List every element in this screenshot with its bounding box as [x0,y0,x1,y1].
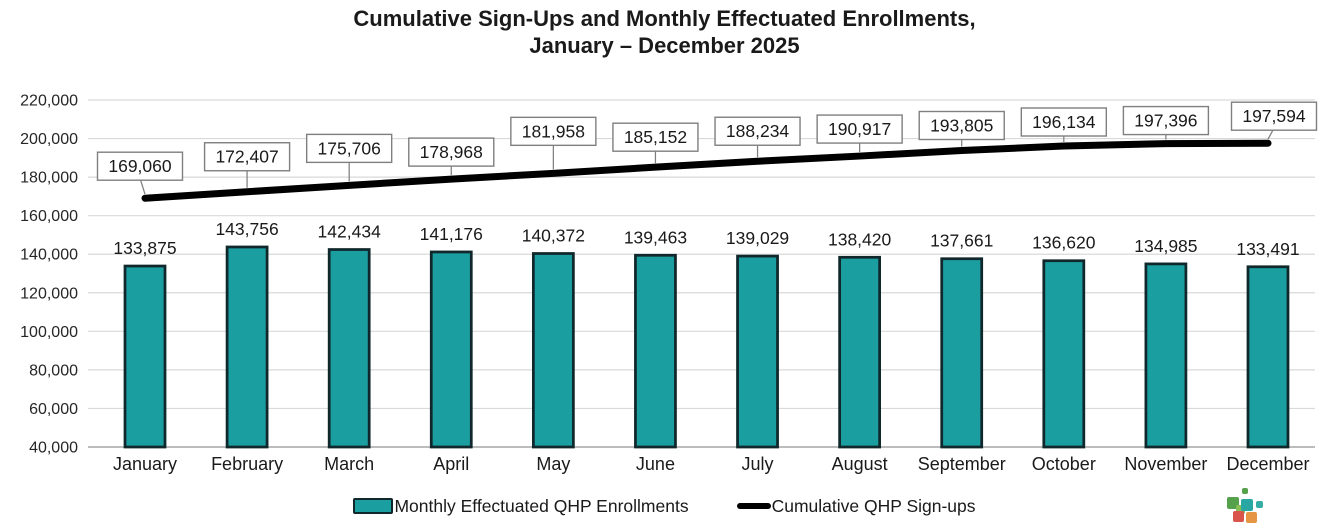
plot-area: 220,000 200,000 180,000 160,000 140,000 120,0… [20,93,1318,474]
line-value-label: 197,396 [1134,111,1197,131]
callout-box [918,110,1005,141]
logo-square [1242,488,1248,494]
x-axis-label: October [1032,454,1096,474]
logo-square [1241,499,1253,511]
chart-title-line1: Cumulative Sign-Ups and Monthly Effectua… [353,6,976,31]
line-value-label: 190,917 [828,119,891,139]
y-axis-tick: 200,000 [20,131,78,148]
line-value-label: 172,407 [215,147,278,167]
y-axis-tick: 60,000 [29,401,78,418]
callout-box [1230,101,1318,131]
y-axis-tick: 120,000 [20,285,78,302]
callout-box [816,114,903,144]
x-axis-label: May [536,454,570,474]
y-axis-tick: 80,000 [29,362,78,379]
y-axis-tick: 180,000 [20,170,78,187]
bar-value-label: 141,176 [420,224,483,244]
callout-box [714,116,801,146]
bar-March [327,248,371,449]
logo-square [1233,511,1244,522]
legend-label-line: Cumulative QHP Sign-ups [771,495,976,516]
x-axis-label: February [211,454,283,474]
x-axis-label: January [113,454,177,474]
bar-February [225,245,269,449]
line-value-label: 193,805 [930,115,993,135]
logo-square [1236,505,1245,514]
callout-box [612,122,699,152]
pixel-squares-logo [1224,485,1270,523]
bar-July [736,254,779,449]
x-axis-label: December [1226,454,1309,474]
bar-September [940,257,984,449]
y-axis-tick: 100,000 [20,324,78,341]
line-value-label: 178,968 [420,142,483,162]
x-axis-label: June [636,454,675,474]
legend-label-bars: Monthly Effectuated QHP Enrollments [394,495,689,516]
logo-square [1256,501,1263,508]
bar-October [1042,259,1086,449]
x-axis-label: July [742,454,774,474]
bar-value-label: 142,434 [318,222,382,242]
callout-box [305,133,393,164]
chart-title: Cumulative Sign-Ups and Monthly Effectua… [0,5,1329,59]
logo-square [1246,512,1257,523]
bar-value-label: 137,661 [930,231,993,251]
y-axis-tick: 160,000 [20,208,78,225]
x-axis-label: September [918,454,1006,474]
line-value-label: 181,958 [522,121,585,141]
bar-April [429,250,473,449]
callout-box [510,116,597,147]
legend: Monthly Effectuated QHP Enrollments Cumu… [0,491,1329,521]
bar-August [838,255,882,449]
bar-value-label: 133,491 [1236,239,1299,259]
x-axis-label: November [1124,454,1207,474]
bar-June [634,253,677,449]
bar-January [123,264,167,449]
cumulative-line [141,139,1272,202]
bar-series-swatch-icon [353,498,394,514]
line-value-label: 185,152 [624,127,687,147]
callout-box [1122,105,1210,136]
line-value-label: 196,134 [1032,112,1096,132]
bar-value-label: 139,463 [624,227,687,247]
legend-item-line: Cumulative QHP Sign-ups [736,495,976,517]
callout-box [96,151,184,181]
chart-title-line2: January – December 2025 [529,33,800,58]
x-axis-label: August [832,454,888,474]
x-axis-label: March [324,454,374,474]
line-value-label: 188,234 [726,121,790,141]
y-axis-tick: 40,000 [29,440,78,457]
legend-item-bars: Monthly Effectuated QHP Enrollments [353,495,689,517]
line-series-swatch-icon [736,503,771,509]
bar-value-label: 140,372 [522,226,585,246]
y-axis-tick: 220,000 [20,93,78,110]
bar-value-label: 133,875 [113,238,176,258]
line-value-label: 169,060 [108,156,172,176]
line-value-label: 197,594 [1242,106,1306,126]
bar-value-label: 143,756 [215,219,278,239]
bar-value-label: 138,420 [828,229,892,249]
bar-value-label: 139,029 [726,228,789,248]
line-value-label: 175,706 [318,138,381,158]
bar-May [531,252,575,449]
callout-box [408,137,495,167]
x-axis-label: April [433,454,469,474]
callout-box [203,142,291,172]
callout-box [1020,107,1108,137]
bar-value-label: 134,985 [1134,236,1197,256]
bar-November [1144,262,1188,449]
y-axis-tick: 140,000 [20,247,78,264]
bar-value-label: 136,620 [1032,233,1096,253]
bar-December [1246,265,1290,449]
